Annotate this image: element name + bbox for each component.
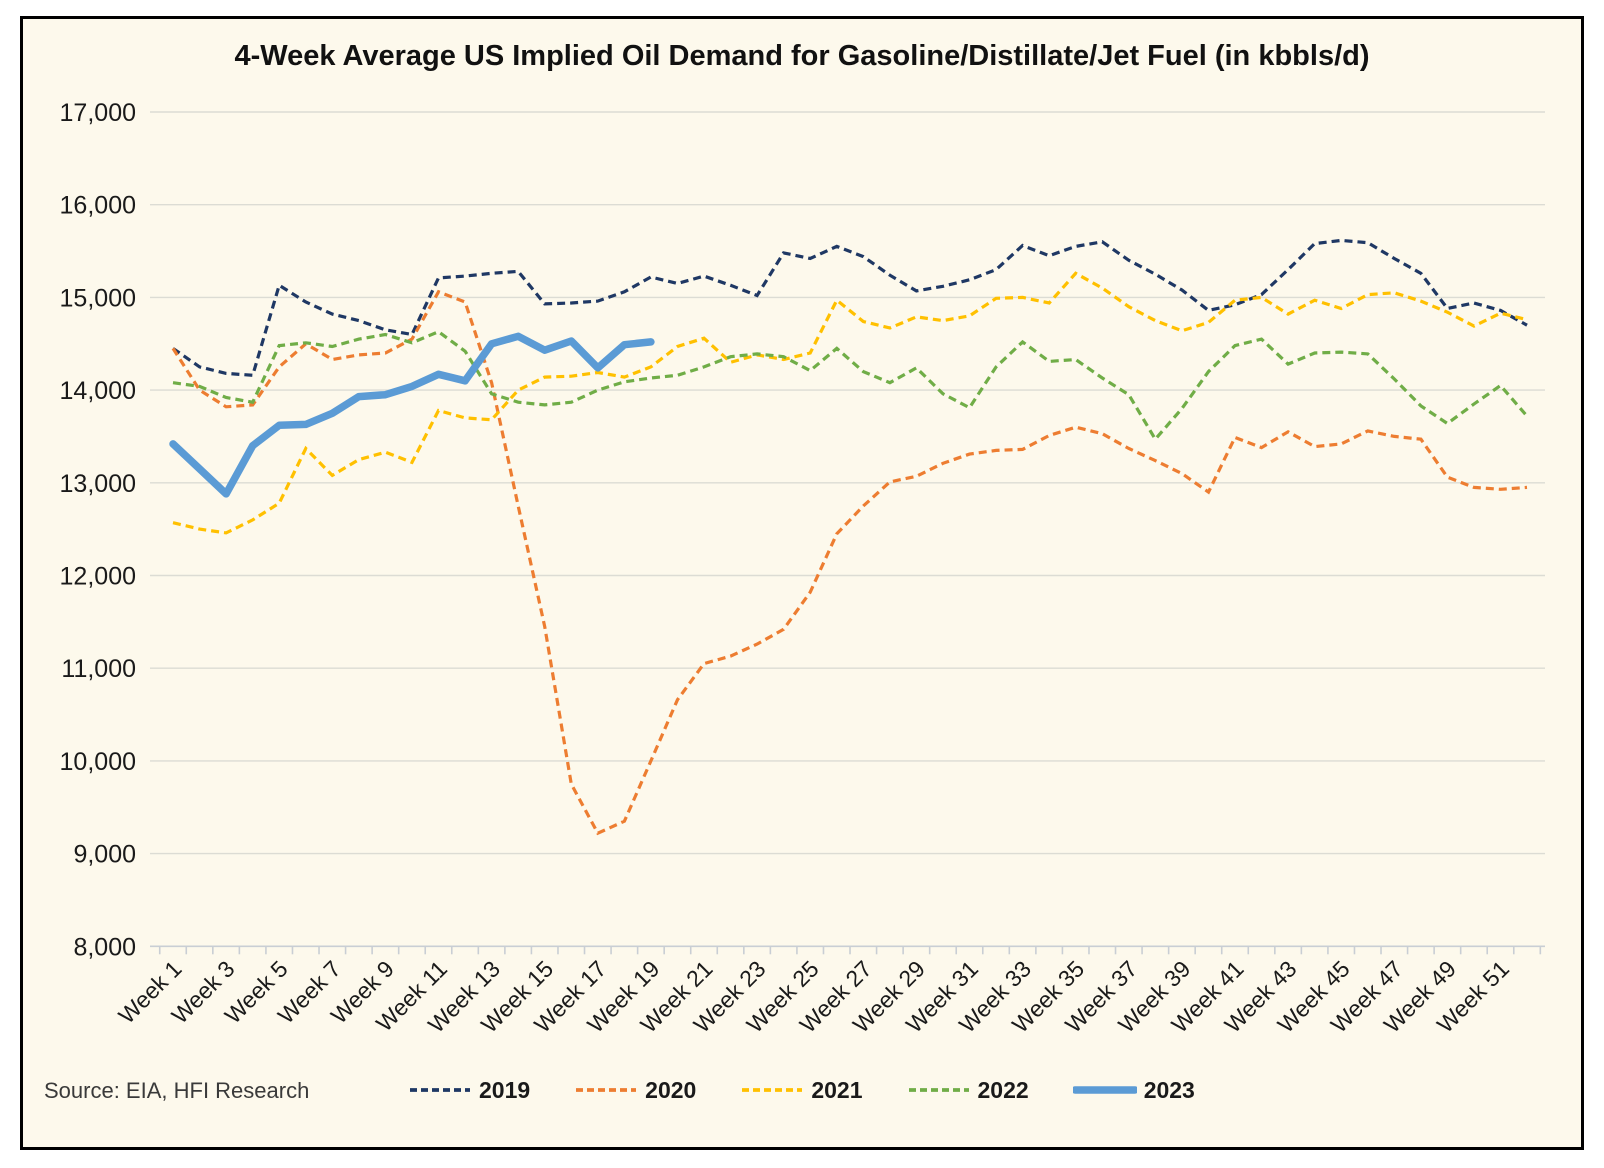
legend: 2019 2020 2021 2022 2023 xyxy=(408,1068,1195,1112)
y-tick-label: 15,000 xyxy=(60,284,136,312)
series-line-2022 xyxy=(172,329,1529,442)
series-line-2023 xyxy=(169,332,655,498)
y-tick-label: 17,000 xyxy=(60,99,136,127)
y-tick-label: 10,000 xyxy=(60,748,136,776)
legend-item-2022: 2022 xyxy=(907,1077,1029,1104)
y-tick-label: 8,000 xyxy=(73,933,136,961)
legend-marker-2019 xyxy=(410,1088,470,1092)
legend-item-2020: 2020 xyxy=(574,1077,696,1104)
series-line-2020 xyxy=(171,289,1528,836)
legend-label-2021: 2021 xyxy=(811,1076,863,1103)
legend-label-2019: 2019 xyxy=(479,1076,531,1103)
legend-marker-2023 xyxy=(1072,1086,1137,1094)
legend-label-2023: 2023 xyxy=(1143,1076,1195,1103)
legend-label-2022: 2022 xyxy=(977,1076,1029,1103)
legend-item-2023: 2023 xyxy=(1072,1076,1195,1104)
legend-marker-2022 xyxy=(908,1088,969,1092)
series-line-2021 xyxy=(172,271,1528,535)
y-tick-label: 12,000 xyxy=(60,563,136,591)
y-tick-label: 14,000 xyxy=(60,377,136,405)
chart-title: 4-Week Average US Implied Oil Demand for… xyxy=(234,40,1370,72)
series-line-2019 xyxy=(172,238,1528,377)
legend-label-2020: 2020 xyxy=(645,1076,697,1103)
legend-row: Source: EIA, HFI Research 2019 2020 2021 20… xyxy=(0,1068,1604,1112)
y-tick-label: 13,000 xyxy=(60,470,136,498)
legend-item-2019: 2019 xyxy=(408,1077,530,1104)
legend-marker-2020 xyxy=(576,1088,637,1092)
legend-marker-2021 xyxy=(742,1088,803,1092)
legend-item-2021: 2021 xyxy=(740,1076,863,1104)
source-text: Source: EIA, HFI Research xyxy=(44,1078,310,1103)
y-tick-label: 16,000 xyxy=(60,192,136,220)
y-tick-label: 11,000 xyxy=(61,655,136,683)
y-tick-label: 9,000 xyxy=(73,841,136,869)
